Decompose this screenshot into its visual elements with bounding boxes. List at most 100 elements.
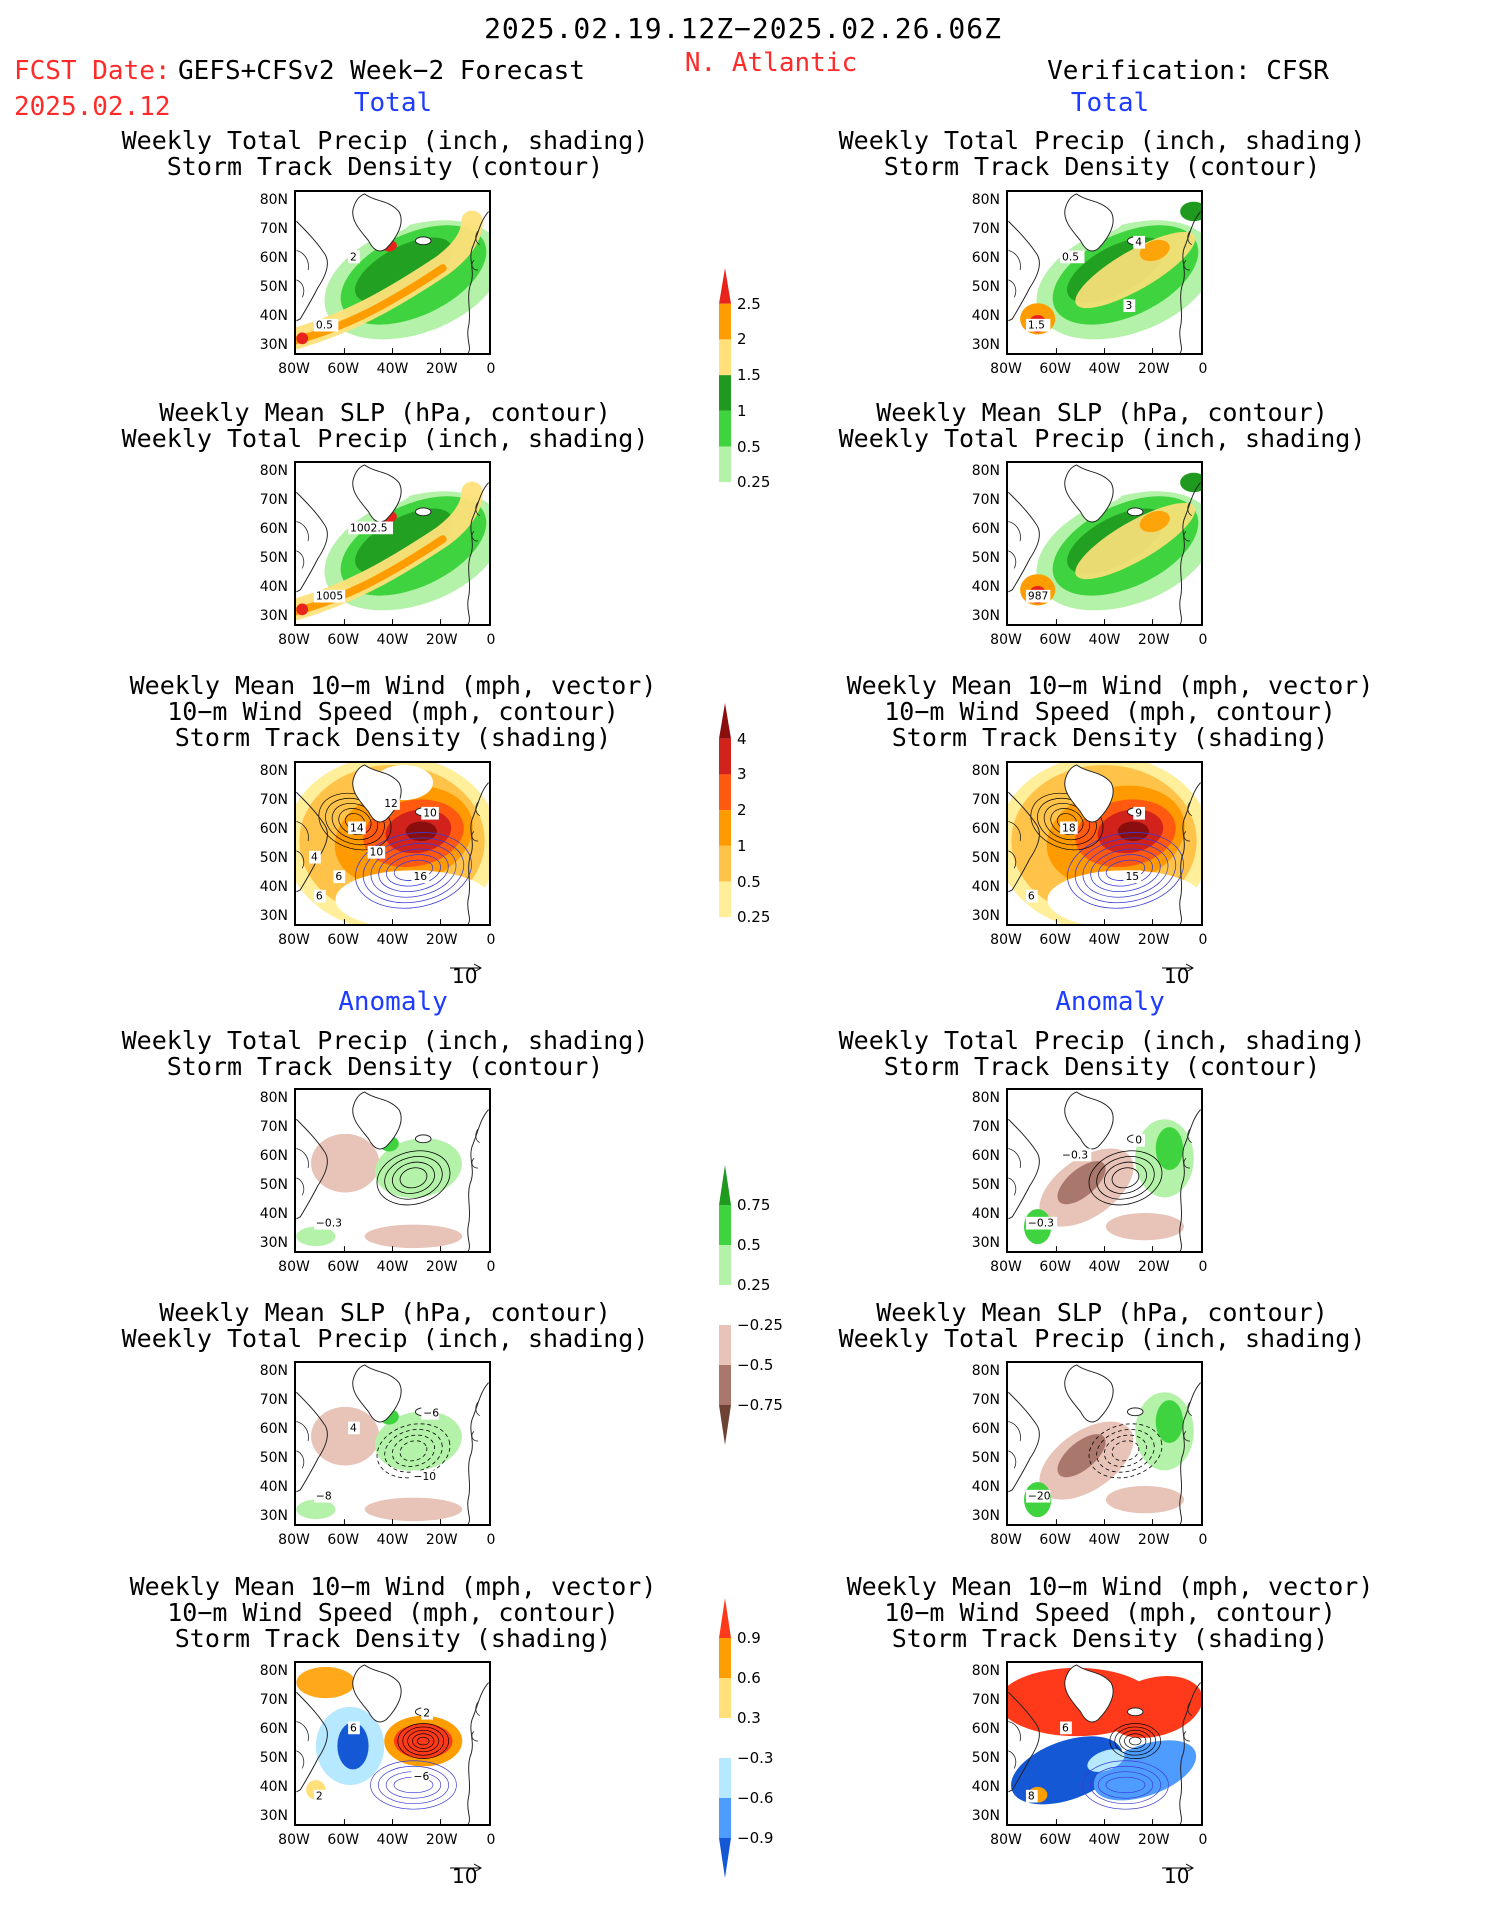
colorbar-swatch [719,268,731,304]
svg-text:6: 6 [316,890,323,903]
contour-label: −20 [1025,1490,1051,1503]
lat-label: 60N [259,821,288,837]
colorbar-swatch [719,881,731,918]
lon-label: 80W [990,1832,1022,1848]
lat-label: 60N [259,521,288,537]
map-field: 86 [1008,1663,1201,1824]
colorbar-label: 1 [737,401,747,420]
lat-label: 80N [971,463,1000,479]
svg-text:−0.3: −0.3 [1062,1148,1088,1161]
lon-label: 60W [327,632,360,648]
lon-label: 40W [1088,932,1121,948]
lat-label: 60N [971,250,1000,266]
lon-label: 80W [278,932,310,948]
arrow-right-icon [450,963,483,973]
lat-label: 60N [259,1721,288,1737]
lon-label: 20W [425,1532,458,1548]
lon-label: 40W [1088,1532,1121,1548]
lat-label: 50N [971,1450,1000,1466]
lat-label: 80N [259,1363,288,1379]
lat-label: 40N [259,308,288,324]
lat-label: 30N [259,337,288,353]
contour-label: 4 [1133,236,1145,249]
lat-label: 50N [259,850,288,866]
colorbar-swatch [719,774,731,811]
colorbar-label: −0.25 [737,1316,783,1334]
svg-text:−10: −10 [413,1470,436,1483]
colorbar-label: 0.25 [737,1276,771,1294]
lat-label: 80N [259,1090,288,1106]
colorbar-swatch [719,375,731,411]
colorbar-label: −0.3 [737,1749,774,1767]
lon-label: 20W [1137,361,1170,377]
colorbar-label: 0.75 [737,1196,771,1214]
colorbar-swatch [719,1798,731,1838]
lon-label: 60W [1039,1832,1072,1848]
map-plot-area: 6 14 10 16 4 6 10 12 [294,761,491,926]
contour-label: −8 [313,1490,332,1503]
lon-label: 60W [1039,632,1072,648]
contour-label: 15 [1123,870,1142,883]
map-field: 2 6 2 −6 [296,1663,489,1824]
vector-reference: 10 [448,1858,484,1888]
lat-label: 60N [971,521,1000,537]
lon-label: 40W [376,932,409,948]
colorbar-swatch [719,339,731,376]
vector-reference-label: 10 [452,1864,478,1888]
lon-label: 40W [376,361,409,377]
svg-text:−6: −6 [423,1407,439,1420]
lat-label: 40N [971,308,1000,324]
lat-label: 50N [259,279,288,295]
colorbar-label: 1.5 [737,366,761,385]
colorbar-swatch [719,1205,731,1245]
contour-label: −10 [411,1470,436,1483]
map-panel-v-precip-anom: 80N 70N 60N 50N 40N 30N 80W 60W 40W 20W 0 −0.3 −0.3 0 [946,1088,1223,1283]
lat-label: 50N [259,1450,288,1466]
lon-label: 40W [1088,632,1121,648]
arrow-right-icon [450,1863,483,1873]
colorbar-precip-total: 2.5 2 1.5 1 0.5 0.25 [715,268,795,538]
colorbar-label: 0.9 [737,1629,761,1647]
lat-label: 60N [971,821,1000,837]
svg-text:3: 3 [1125,299,1132,312]
lat-label: 30N [971,1508,1000,1524]
lat-label: 80N [259,463,288,479]
lat-label: 70N [971,1392,1000,1408]
colorbar-swatch [719,1165,731,1205]
lat-label: 80N [971,1663,1000,1679]
map-field: 1005 1002.5 [296,463,489,624]
contour-label: 0 [1133,1134,1145,1147]
lat-label: 60N [971,1148,1000,1164]
map-plot-area: 987 [1006,461,1203,626]
colorbar-label: −0.9 [737,1829,774,1847]
lon-label: 20W [425,632,458,648]
title-v-precip-total: Weekly Total Precip (inch, shading) Storm… [838,126,1366,181]
lat-label: 70N [971,221,1000,237]
svg-text:−8: −8 [316,1490,332,1503]
lat-label: 80N [259,1663,288,1679]
map-plot-area: −20 [1006,1361,1203,1526]
contour-label: 12 [382,797,400,810]
svg-text:6: 6 [1028,890,1035,903]
map-plot-area: −0.3 [294,1088,491,1253]
svg-text:1002.5: 1002.5 [350,521,388,534]
lon-label: 60W [327,1832,360,1848]
contour-label: 987 [1025,590,1051,603]
svg-text:10: 10 [370,846,384,859]
lat-label: 30N [971,608,1000,624]
vector-reference-label: 10 [1164,964,1190,988]
colorbar-label: −0.75 [737,1396,783,1414]
svg-text:6: 6 [1062,1721,1069,1734]
lon-label: 20W [1137,932,1170,948]
contour-label: 1.5 [1025,319,1051,332]
svg-text:8: 8 [1028,1790,1035,1803]
lon-label: 40W [376,1832,409,1848]
lat-label: 40N [971,1779,1000,1795]
lat-label: 80N [971,763,1000,779]
lon-label: 0 [486,1532,496,1548]
lon-label: 60W [1039,1259,1072,1275]
fcst-product-label: GEFS+CFSv2 Week−2 Forecast [178,56,585,86]
map-panel-f-wind-anom: 80N 70N 60N 50N 40N 30N 80W 60W 40W 20W 0 2 6 2 −6 [234,1661,511,1856]
lat-label: 30N [259,908,288,924]
svg-text:2: 2 [316,1790,323,1803]
